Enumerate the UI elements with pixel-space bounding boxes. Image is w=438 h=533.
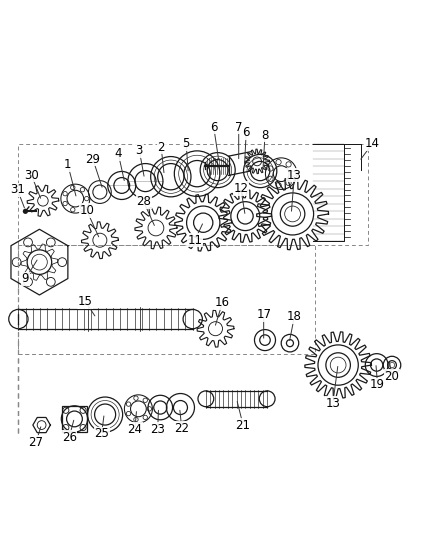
Text: 30: 30 [24, 169, 39, 182]
Text: 1: 1 [64, 158, 72, 172]
Text: 9: 9 [21, 272, 29, 285]
Text: 22: 22 [174, 422, 189, 435]
Text: 20: 20 [385, 369, 399, 383]
Text: 7: 7 [235, 120, 243, 134]
Text: 19: 19 [370, 378, 385, 391]
Text: 31: 31 [10, 183, 25, 196]
Text: 17: 17 [256, 308, 271, 321]
Text: 29: 29 [85, 152, 100, 166]
Text: 27: 27 [28, 436, 43, 449]
Text: 13: 13 [325, 397, 340, 410]
Text: 15: 15 [78, 295, 93, 308]
Text: 13: 13 [287, 169, 302, 182]
Text: 14: 14 [365, 138, 380, 150]
Text: 12: 12 [233, 182, 248, 195]
Text: 2: 2 [157, 141, 165, 154]
Text: 23: 23 [150, 423, 165, 436]
Text: 5: 5 [183, 138, 190, 150]
Text: 8: 8 [261, 128, 268, 142]
Text: 4: 4 [114, 147, 122, 160]
Text: 26: 26 [62, 431, 77, 444]
Text: 25: 25 [94, 427, 109, 440]
Text: 10: 10 [79, 204, 94, 217]
Circle shape [23, 209, 28, 214]
Text: 28: 28 [136, 195, 151, 208]
Text: 24: 24 [127, 423, 142, 436]
Text: 11: 11 [187, 233, 202, 247]
Text: 6: 6 [242, 126, 250, 140]
Text: 3: 3 [136, 144, 143, 157]
Text: 6: 6 [210, 120, 218, 134]
Text: 18: 18 [287, 310, 302, 324]
Text: 16: 16 [215, 296, 230, 309]
Text: 21: 21 [236, 418, 251, 432]
